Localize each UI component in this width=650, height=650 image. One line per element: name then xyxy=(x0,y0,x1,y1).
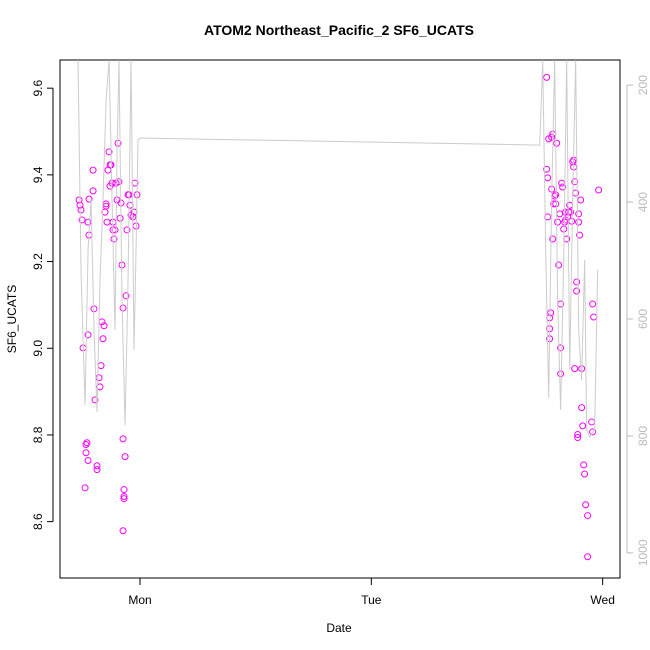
data-point xyxy=(571,178,579,186)
y2-tick-label: 200 xyxy=(636,75,650,95)
data-point xyxy=(93,462,101,470)
data-point xyxy=(577,196,585,204)
data-point xyxy=(122,292,130,300)
data-point xyxy=(565,208,573,216)
data-point xyxy=(119,435,127,443)
chart-title: ATOM2 Northeast_Pacific_2 SF6_UCATS xyxy=(204,22,474,38)
data-point xyxy=(83,439,91,447)
data-point xyxy=(574,431,582,439)
data-point xyxy=(559,183,567,191)
data-point xyxy=(110,235,118,243)
y-tick-label: 9.2 xyxy=(31,253,45,270)
data-point xyxy=(120,486,128,494)
data-point xyxy=(91,396,99,404)
data-point xyxy=(100,322,108,330)
y-axis-label: SF6_UCATS xyxy=(5,285,19,353)
data-point xyxy=(588,418,596,426)
data-point xyxy=(96,383,104,391)
data-point xyxy=(582,501,590,509)
data-point xyxy=(579,422,587,430)
data-point xyxy=(120,493,128,501)
data-point xyxy=(574,434,582,442)
data-point xyxy=(75,196,83,204)
data-point xyxy=(123,226,131,234)
data-point xyxy=(589,300,597,308)
data-point xyxy=(557,344,565,352)
y-tick-label: 9.4 xyxy=(31,166,45,183)
data-point xyxy=(581,470,589,478)
data-point xyxy=(81,484,89,492)
data-point xyxy=(547,309,555,317)
data-point xyxy=(543,73,551,81)
data-point xyxy=(553,139,561,147)
data-point xyxy=(580,461,588,469)
data-point xyxy=(555,261,563,269)
data-point xyxy=(115,178,123,186)
data-point xyxy=(97,362,105,370)
data-point xyxy=(568,217,576,225)
data-line xyxy=(77,60,599,438)
data-point xyxy=(82,449,90,457)
data-point xyxy=(120,495,128,503)
data-point xyxy=(95,374,103,382)
data-point xyxy=(575,210,583,218)
data-point xyxy=(558,179,566,187)
data-point xyxy=(584,512,592,520)
y2-tick-label: 600 xyxy=(636,309,650,329)
data-point xyxy=(89,166,97,174)
data-point xyxy=(119,304,127,312)
data-point xyxy=(589,428,597,436)
data-point xyxy=(552,200,560,208)
y-tick-label: 8.6 xyxy=(31,513,45,530)
data-point xyxy=(119,527,127,535)
data-point xyxy=(572,189,580,197)
data-point xyxy=(556,210,564,218)
data-point xyxy=(93,466,101,474)
data-point xyxy=(99,335,107,343)
data-point xyxy=(103,218,111,226)
data-point xyxy=(85,195,93,203)
data-point xyxy=(548,133,556,141)
y2-tick-label: 1000 xyxy=(636,539,650,566)
data-point xyxy=(89,187,97,195)
data-point xyxy=(575,218,583,226)
data-point xyxy=(84,457,92,465)
y-tick-label: 8.8 xyxy=(31,426,45,443)
data-point xyxy=(578,404,586,412)
x-axis-label: Date xyxy=(326,621,352,635)
data-point xyxy=(78,216,86,224)
data-point xyxy=(590,313,598,321)
data-point xyxy=(554,218,562,226)
y-tick-label: 9.6 xyxy=(31,80,45,97)
data-point xyxy=(544,174,552,182)
plot-area xyxy=(75,60,603,561)
y2-tick-label: 800 xyxy=(636,426,650,446)
y2-tick-label: 400 xyxy=(636,192,650,212)
data-point xyxy=(595,186,603,194)
x-tick-label: Tue xyxy=(361,593,382,607)
y-tick-label: 9.0 xyxy=(31,340,45,357)
data-point xyxy=(111,226,119,234)
x-tick-label: Wed xyxy=(590,593,614,607)
data-point xyxy=(571,365,579,373)
data-point xyxy=(552,191,560,199)
data-point xyxy=(84,331,92,339)
data-point xyxy=(113,196,121,204)
data-point xyxy=(557,370,565,378)
data-point xyxy=(573,278,581,286)
data-point xyxy=(543,165,551,173)
data-point xyxy=(584,553,592,561)
data-point xyxy=(567,208,575,216)
x-tick-label: Mon xyxy=(128,593,151,607)
data-point xyxy=(116,214,124,222)
data-point xyxy=(549,235,557,243)
data-point xyxy=(114,139,122,147)
data-point xyxy=(576,231,584,239)
data-point xyxy=(573,287,581,295)
data-point xyxy=(77,206,85,214)
data-point xyxy=(105,148,113,156)
data-point xyxy=(121,453,129,461)
